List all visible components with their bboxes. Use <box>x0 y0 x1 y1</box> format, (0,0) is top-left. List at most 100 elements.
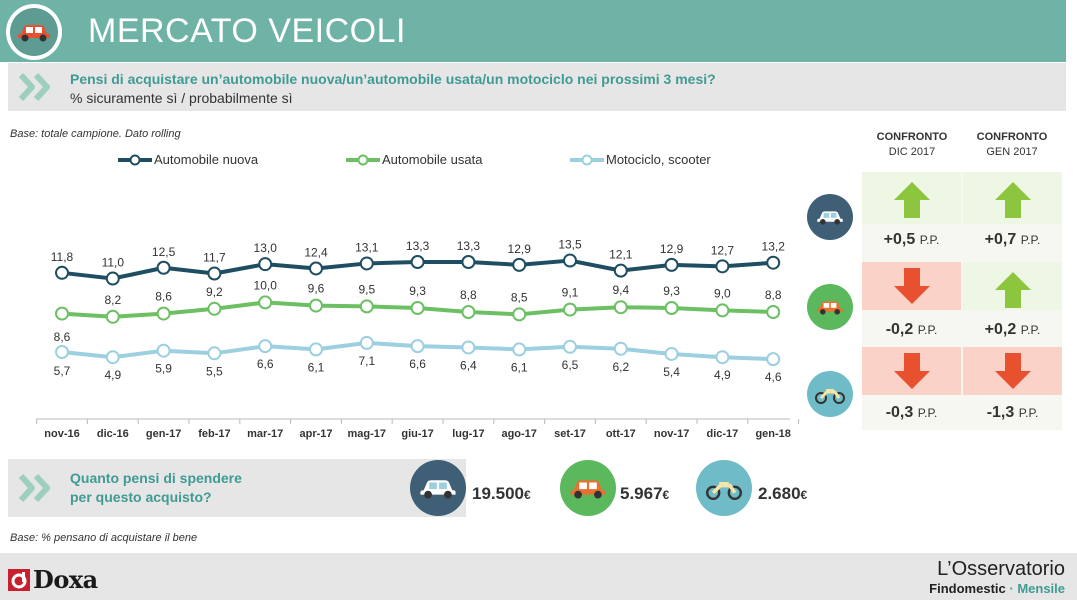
spend-question-line1: Quanto pensi di spendere <box>70 470 242 486</box>
spend-question-line2: per questo acquisto? <box>70 489 212 505</box>
data-label: 13,1 <box>355 240 379 254</box>
data-label: 8,6 <box>54 330 71 344</box>
comparison-value-number: -1,3 <box>986 404 1015 421</box>
data-point <box>664 301 679 315</box>
data-point <box>359 256 374 271</box>
data-label: 9,4 <box>612 283 629 297</box>
data-label: 11,8 <box>51 250 74 264</box>
page-title: MERCATO VEICOLI <box>88 12 406 50</box>
data-point <box>715 350 730 365</box>
data-point <box>410 255 425 269</box>
data-point <box>664 257 679 272</box>
x-tick-label: gen-18 <box>755 428 790 440</box>
data-point <box>461 305 476 319</box>
legend-marker-nuova <box>118 154 152 165</box>
car-icon <box>807 194 853 240</box>
x-tick-label: dic-17 <box>707 428 739 440</box>
comparison-value-unit: P.P. <box>1018 406 1039 420</box>
comparison-value-number: -0,2 <box>885 321 914 338</box>
data-point <box>105 350 120 365</box>
data-point <box>410 339 425 354</box>
legend-label-moto: Motociclo, scooter <box>606 152 711 167</box>
x-tick-label: dic-16 <box>97 428 129 440</box>
comparison-arrow-cell <box>963 172 1062 224</box>
comparison-value: +0,5 P.P. <box>862 231 961 249</box>
car-icon <box>10 8 58 56</box>
x-tick-label: mag-17 <box>348 428 387 440</box>
spend-amount-nuova: 19.500€ <box>472 484 531 504</box>
data-label: 8,5 <box>511 290 528 304</box>
data-point <box>613 341 628 356</box>
data-label: 5,4 <box>663 365 680 379</box>
data-point <box>563 253 577 268</box>
comparison-value-unit: P.P. <box>1020 233 1041 247</box>
data-point <box>563 302 577 317</box>
comparison-arrow-cell <box>862 262 961 310</box>
x-tick-label: gen-17 <box>146 428 181 440</box>
legend-label-usata: Automobile usata <box>382 152 483 167</box>
comparison-arrow-cell <box>963 347 1062 395</box>
data-point <box>715 259 730 274</box>
data-label: 13,3 <box>406 239 430 253</box>
doxa-logo-text: Doxa <box>33 565 98 594</box>
data-label: 6,1 <box>511 360 528 374</box>
doxa-logo: Doxa <box>8 565 98 594</box>
data-label: 9,1 <box>562 286 579 300</box>
footer: Doxa L’Osservatorio Findomestic · Mensil… <box>0 553 1077 600</box>
data-point <box>156 343 171 358</box>
car-icon <box>410 460 466 516</box>
comparison-value: -0,3 P.P. <box>862 404 961 422</box>
comparison-value: +0,2 P.P. <box>963 321 1062 339</box>
data-point <box>156 306 171 321</box>
comparison-header-gen: CONFRONTO GEN 2017 <box>962 130 1062 160</box>
data-label: 9,3 <box>663 284 680 298</box>
data-label: 12,7 <box>711 243 735 257</box>
spend-amount-currency: € <box>524 488 531 502</box>
data-label: 6,2 <box>612 360 629 374</box>
data-label: 6,6 <box>257 357 274 371</box>
data-point <box>461 255 476 269</box>
osservatorio-sub-findomestic: Findomestic <box>929 581 1006 596</box>
spend-amount-currency: € <box>800 488 808 502</box>
data-label: 6,4 <box>460 358 477 372</box>
car-icon <box>807 284 853 330</box>
comparison-arrow-cell <box>862 172 961 224</box>
x-tick-label: nov-17 <box>654 428 689 440</box>
data-point <box>613 300 628 315</box>
data-label: 4,9 <box>104 368 121 382</box>
data-point <box>309 261 323 276</box>
spend-amount-moto: 2.680€ <box>758 484 807 504</box>
x-tick-label: nov-16 <box>44 428 79 440</box>
data-label: 12,4 <box>304 245 328 259</box>
comparison-value: -1,3 P.P. <box>963 404 1062 422</box>
data-point <box>715 303 730 318</box>
spend-amount-currency: € <box>662 488 670 502</box>
comparison-value-number: +0,7 <box>984 231 1017 248</box>
x-tick-label: apr-17 <box>299 428 332 440</box>
comparison-header-dic-line1: CONFRONTO <box>876 131 948 143</box>
comparison-header-dic: CONFRONTO DIC 2017 <box>862 130 962 160</box>
data-label: 13,5 <box>558 238 582 252</box>
data-point <box>309 298 323 313</box>
comparison-value-number: +0,5 <box>883 231 916 248</box>
data-label: 11,7 <box>203 251 226 265</box>
data-point <box>766 255 781 270</box>
base-note-2: Base: % pensano di acquistare il bene <box>10 532 198 544</box>
data-label: 13,2 <box>762 240 786 254</box>
legend-label-nuova: Automobile nuova <box>154 152 259 167</box>
osservatorio-subtitle: Findomestic · Mensile <box>929 581 1065 596</box>
comparison-arrow-cell <box>862 347 961 395</box>
line-chart: nov-16 dic-16 gen-17 feb-17 mar-17 apr-17 mag-… <box>36 238 800 440</box>
data-label: 9,0 <box>714 286 731 300</box>
legend-item-usata: Automobile usata <box>346 152 482 167</box>
data-point <box>512 257 527 272</box>
spend-amount-usata: 5.967€ <box>620 484 669 504</box>
base-note: Base: totale campione. Dato rolling <box>10 128 181 140</box>
comparison-value: -0,2 P.P. <box>862 321 961 339</box>
data-point <box>461 340 476 355</box>
header-bar: MERCATO VEICOLI <box>0 0 1066 62</box>
osservatorio-sub-sep: · <box>1005 581 1018 596</box>
data-point <box>258 339 273 354</box>
data-label: 4,9 <box>714 368 731 382</box>
comparison-value-unit: P.P. <box>1020 323 1041 337</box>
